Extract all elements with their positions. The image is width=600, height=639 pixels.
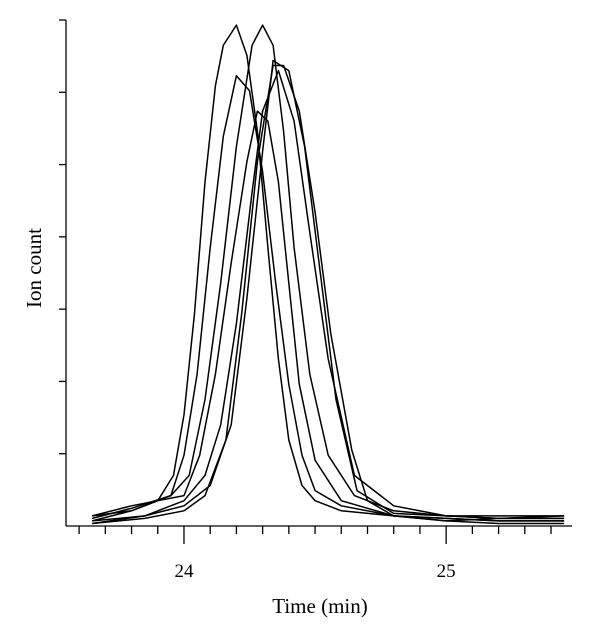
series-group	[92, 24, 565, 525]
series-line-7	[92, 59, 565, 522]
series-line-1	[92, 24, 565, 522]
y-axis-label: Ion count	[22, 228, 46, 308]
axes-group: 24 25	[59, 19, 572, 582]
series-line-6	[92, 64, 565, 525]
series-line-3	[92, 24, 565, 520]
x-axis-label: Time (min)	[272, 594, 367, 618]
series-line-5	[92, 69, 565, 525]
x-tick-label: 25	[437, 561, 456, 582]
x-tick-label: 24	[174, 561, 194, 582]
